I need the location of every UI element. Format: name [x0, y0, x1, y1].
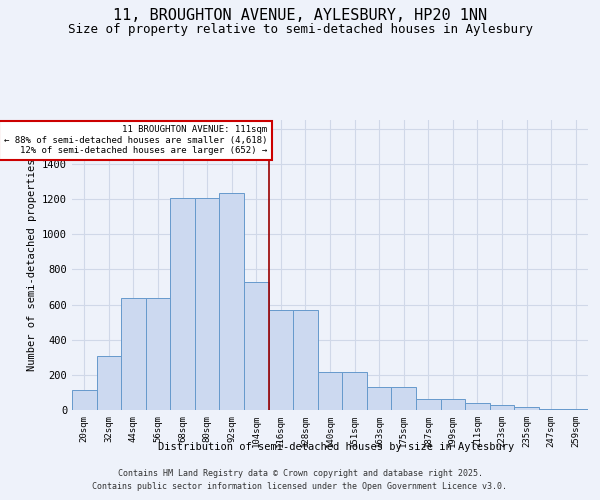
- Text: 11 BROUGHTON AVENUE: 111sqm
← 88% of semi-detached houses are smaller (4,618)
12: 11 BROUGHTON AVENUE: 111sqm ← 88% of sem…: [4, 126, 268, 155]
- Bar: [416, 398, 440, 410]
- Text: Size of property relative to semi-detached houses in Aylesbury: Size of property relative to semi-detach…: [67, 22, 533, 36]
- Bar: [121, 298, 146, 410]
- Bar: [391, 387, 416, 410]
- Bar: [244, 282, 269, 410]
- Bar: [195, 198, 220, 410]
- Bar: [367, 387, 391, 410]
- Bar: [293, 310, 318, 410]
- Text: Contains HM Land Registry data © Crown copyright and database right 2025.: Contains HM Land Registry data © Crown c…: [118, 468, 482, 477]
- Bar: [72, 390, 97, 410]
- Bar: [318, 372, 342, 410]
- Bar: [490, 405, 514, 410]
- Bar: [440, 398, 465, 410]
- Bar: [269, 310, 293, 410]
- Bar: [220, 193, 244, 410]
- Bar: [539, 408, 563, 410]
- Text: Distribution of semi-detached houses by size in Aylesbury: Distribution of semi-detached houses by …: [158, 442, 514, 452]
- Text: Contains public sector information licensed under the Open Government Licence v3: Contains public sector information licen…: [92, 482, 508, 491]
- Bar: [146, 298, 170, 410]
- Bar: [342, 372, 367, 410]
- Bar: [97, 356, 121, 410]
- Bar: [465, 403, 490, 410]
- Bar: [563, 409, 588, 410]
- Bar: [170, 198, 195, 410]
- Bar: [514, 407, 539, 410]
- Text: 11, BROUGHTON AVENUE, AYLESBURY, HP20 1NN: 11, BROUGHTON AVENUE, AYLESBURY, HP20 1N…: [113, 8, 487, 22]
- Y-axis label: Number of semi-detached properties: Number of semi-detached properties: [26, 159, 37, 371]
